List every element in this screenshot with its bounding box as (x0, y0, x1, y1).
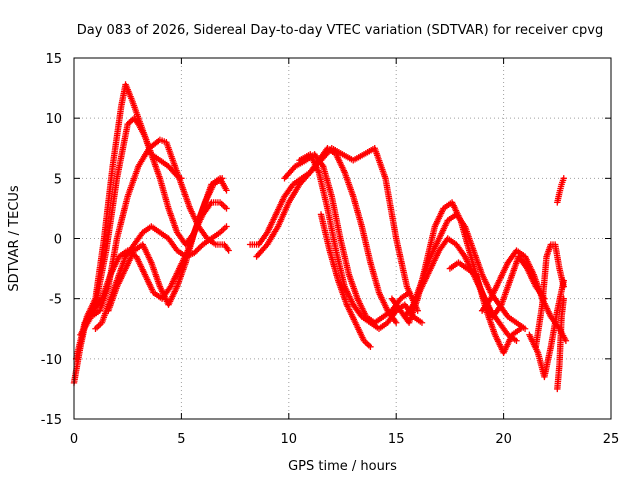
data-point (223, 187, 230, 194)
chart-title: Day 083 of 2026, Sidereal Day-to-day VTE… (77, 23, 603, 38)
data-point (393, 319, 400, 326)
data-point (513, 337, 520, 344)
y-tick-label: 15 (45, 52, 62, 67)
series-arc-4 (92, 223, 230, 332)
data-point (521, 325, 529, 332)
y-tick-label: 10 (45, 112, 62, 127)
y-tick-label: 0 (54, 233, 62, 248)
y-tick-label: 5 (54, 172, 62, 187)
data-point-interp (196, 244, 204, 251)
data-point (191, 249, 198, 257)
y-axis-title: SDTVAR / TECUs (7, 185, 22, 292)
data-point (225, 247, 232, 254)
data-point (562, 337, 570, 344)
x-tick-label: 0 (70, 432, 78, 447)
series-arc-20 (554, 175, 567, 206)
data-point (418, 319, 426, 326)
x-tick-label: 20 (495, 432, 512, 447)
data-point (560, 295, 567, 302)
x-tick-label: 5 (177, 432, 185, 447)
data-point (223, 223, 230, 230)
data-point (405, 289, 413, 296)
data-point (560, 175, 567, 182)
x-tick-label: 15 (388, 432, 405, 447)
data-point (367, 343, 374, 350)
x-tick-label: 25 (603, 432, 620, 447)
data-series (70, 81, 570, 393)
series-arc-6 (105, 175, 230, 314)
x-tick-label: 10 (281, 432, 298, 447)
data-point-interp (193, 246, 201, 254)
series-arc-17 (532, 241, 567, 350)
series-arc-18 (526, 277, 567, 381)
plot-frame (73, 57, 612, 420)
x-axis-title: GPS time / hours (288, 459, 397, 474)
y-tick-label: -15 (41, 413, 62, 428)
data-point-interp (192, 248, 199, 255)
series-arc-19 (554, 295, 567, 393)
data-point (223, 205, 230, 212)
y-tick-label: -10 (41, 353, 62, 368)
data-point-interp (195, 245, 202, 252)
data-point (560, 277, 567, 284)
series-arc-11 (317, 211, 374, 350)
y-tick-label: -5 (49, 293, 62, 308)
